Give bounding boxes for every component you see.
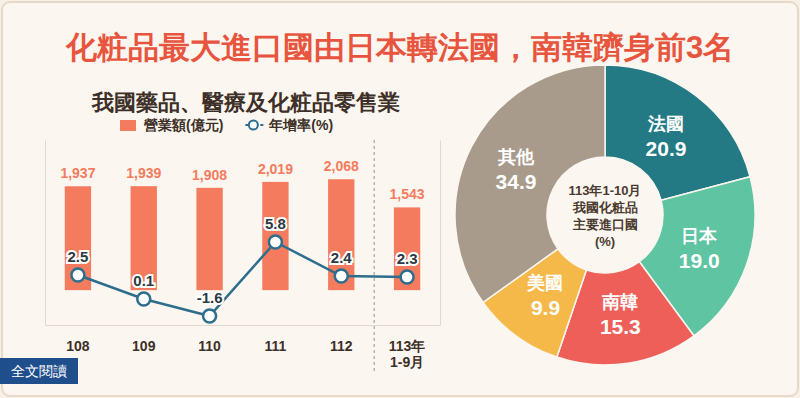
x-axis-line	[46, 325, 441, 326]
line-label: 5.8	[265, 215, 286, 232]
background	[2, 2, 798, 396]
slice-name: 其他	[497, 147, 535, 167]
line-label: 0.1	[133, 272, 154, 289]
x-tick-label: 110	[198, 338, 221, 354]
bar	[262, 182, 288, 290]
marker	[335, 270, 348, 283]
legend-item: 營業額(億元)	[120, 117, 223, 133]
read-more-button[interactable]	[0, 358, 78, 384]
slice-value: 9.9	[531, 296, 560, 319]
x-tick: 109	[132, 325, 156, 354]
labels: 1,937 1,939 1,908 2,019 2,068 1,543 2.5 0.1 -1.6…	[60, 158, 424, 306]
bar-label: 1,939	[126, 165, 161, 181]
line-label: 2.5	[67, 248, 88, 265]
slice-value: 15.3	[600, 315, 641, 338]
x-tick-label: 113年1-9月	[389, 338, 426, 370]
bar	[328, 179, 354, 290]
marker	[71, 269, 84, 282]
bar-label: 2,068	[324, 158, 359, 174]
slice-value: 20.9	[646, 137, 687, 160]
slice-value: 19.0	[679, 249, 720, 272]
line	[78, 242, 407, 316]
y-axis-line	[45, 141, 46, 326]
read-more[interactable]: 全文閱讀	[0, 358, 78, 384]
marker	[269, 236, 282, 249]
slice-name: 法國	[647, 114, 684, 134]
plot-area	[65, 179, 421, 322]
line-label: 2.3	[397, 250, 418, 267]
x-tick-label: 111	[265, 338, 287, 354]
x-axis: 108 109 110 111 112 113年1-9月	[46, 325, 441, 370]
x-tick: 113年1-9月	[389, 325, 426, 370]
x-tick-label: 112	[330, 338, 353, 354]
marker	[401, 271, 414, 284]
chart-title: 我國藥品、醫療及化粧品零售業	[91, 90, 400, 115]
pie-title: 113年1-10月我國化粧品主要進口國(%)	[569, 183, 642, 249]
bar	[131, 186, 157, 290]
y2-axis-line	[440, 141, 441, 326]
x-tick: 110	[198, 325, 221, 354]
x-tick: 111	[265, 325, 287, 354]
pie: 法國 20.9 日本 19.0 南韓 15.3 美國 9.9 其他 34.9 113年1-10月我國…	[455, 65, 755, 365]
bar-label: 1,543	[390, 186, 425, 202]
slice-name: 日本	[681, 226, 718, 246]
legend-label: 營業額(億元)	[144, 117, 223, 133]
slice-name: 南韓	[601, 292, 638, 312]
x-tick: 112	[330, 325, 353, 354]
canvas: 化粧品最大進口國由日本轉法國，南韓躋身前3名我國藥品、醫療及化粧品零售業1081…	[0, 0, 800, 398]
x-tick-label: 109	[132, 338, 156, 354]
legend-swatch	[249, 121, 258, 130]
separator	[374, 140, 375, 372]
marker	[203, 310, 216, 323]
bar	[196, 188, 222, 290]
bar-label: 2,019	[258, 161, 293, 177]
legend: 營業額(億元) 年增率(%)	[120, 117, 333, 133]
read-more-label[interactable]: 全文閱讀	[11, 363, 67, 379]
legend-swatch	[120, 120, 136, 131]
x-tick: 108	[66, 325, 90, 354]
bar-label: 1,908	[192, 167, 227, 183]
slice-value: 34.9	[496, 170, 537, 193]
y2-axis	[440, 141, 441, 326]
y-axis	[45, 141, 46, 326]
legend-item: 年增率(%)	[245, 117, 333, 133]
legend-label: 年增率(%)	[268, 117, 333, 133]
headline: 化粧品最大進口國由日本轉法國，南韓躋身前3名	[65, 30, 734, 65]
x-tick-label: 108	[66, 338, 90, 354]
bar-label: 1,937	[60, 165, 95, 181]
slice	[605, 65, 750, 200]
slice-name: 美國	[526, 273, 563, 293]
marker	[137, 293, 150, 306]
line-label: -1.6	[197, 289, 223, 306]
bar	[65, 186, 91, 290]
line-label: 2.4	[331, 249, 353, 266]
